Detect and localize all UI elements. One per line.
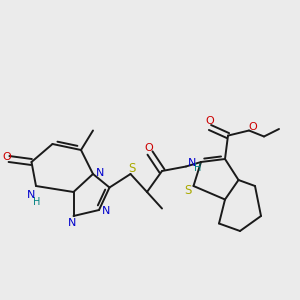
Text: O: O bbox=[2, 152, 11, 163]
Text: N: N bbox=[68, 218, 76, 228]
Text: N: N bbox=[96, 167, 105, 178]
Text: H: H bbox=[33, 196, 40, 207]
Text: S: S bbox=[128, 161, 136, 175]
Text: S: S bbox=[184, 184, 191, 197]
Text: O: O bbox=[144, 142, 153, 153]
Text: N: N bbox=[27, 190, 36, 200]
Text: O: O bbox=[248, 122, 257, 133]
Text: H: H bbox=[194, 163, 201, 173]
Text: N: N bbox=[102, 206, 111, 217]
Text: N: N bbox=[188, 158, 196, 168]
Text: O: O bbox=[205, 116, 214, 127]
